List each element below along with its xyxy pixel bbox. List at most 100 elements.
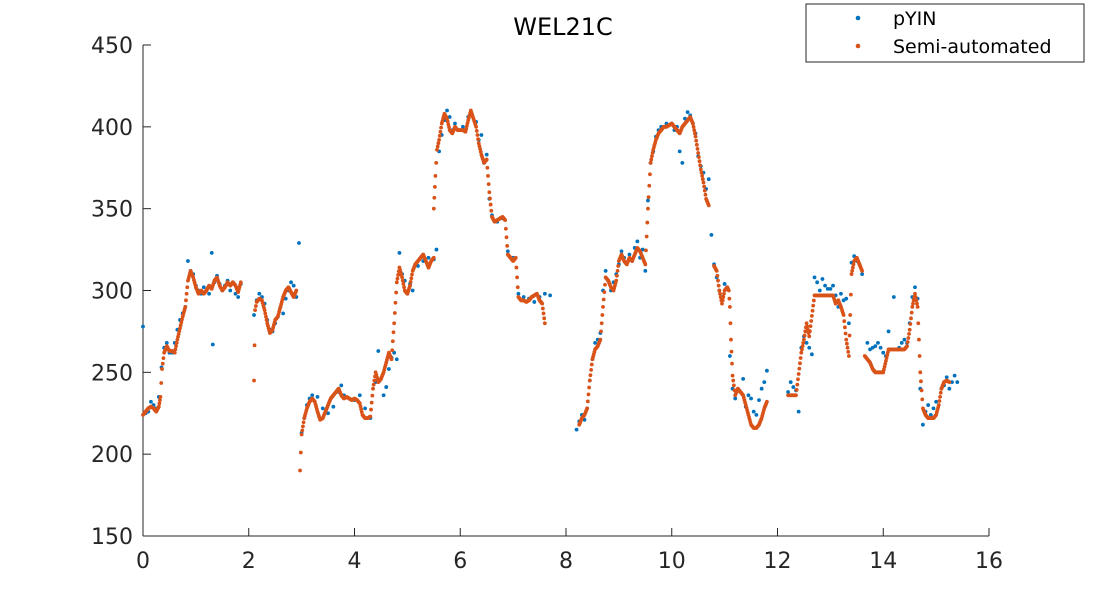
semi-automated-point [799,350,804,355]
pyin-point [521,295,526,299]
semi-automated-point [174,340,179,345]
pyin-point [886,329,891,334]
semi-automated-point [916,321,921,326]
semi-automated-point [648,172,652,177]
semi-automated-point [485,165,490,170]
semi-automated-point [843,325,847,330]
pyin-point [791,385,796,389]
pyin-point [252,313,256,317]
semi-automated-point [851,262,856,267]
semi-automated-point [800,344,805,349]
semi-automated-point [938,390,943,395]
pyin-point [839,291,843,296]
semi-automated-point [486,174,490,178]
semi-automated-point [409,276,414,281]
pyin-point [228,288,233,293]
semi-automated-point [883,358,888,363]
semi-automated-point [729,337,733,342]
semi-automated-point [357,401,362,406]
semi-automated-point [883,361,888,366]
semi-automated-point [947,380,952,385]
pyin-point [646,198,650,203]
semi-automated-point [160,367,164,371]
semi-automated-point [910,304,915,309]
semi-automated-point [369,400,374,405]
semi-automated-point [728,304,732,309]
semi-automated-point [695,147,700,151]
semi-automated-point [438,129,443,134]
semi-automated-point [486,182,491,187]
pyin-point [746,393,751,398]
semi-automated-point [918,370,923,375]
pyin-point [384,385,389,389]
pyin-point [722,282,727,286]
pyin-point [844,296,849,301]
pyin-point [926,403,931,407]
semi-automated-point [802,337,806,342]
semi-automated-point [846,349,851,354]
pyin-point [765,368,769,373]
pyin-point [902,337,907,342]
semi-automated-point [263,311,268,316]
semi-automated-point [184,298,188,303]
pyin-point [331,404,336,409]
semi-automated-point [435,144,440,149]
pyin-point [505,249,510,254]
semi-automated-point [600,313,605,317]
semi-automated-point [646,195,651,200]
semi-automated-point [400,278,405,283]
pyin-point [643,268,648,273]
semi-automated-point [410,272,414,277]
semi-automated-point [717,288,722,293]
pyin-point [516,291,521,296]
semi-automated-point [445,119,450,124]
semi-automated-point [702,184,707,189]
semi-automated-point [392,321,397,326]
legend-marker-pyin [855,15,861,21]
pyin-point [386,367,391,371]
semi-automated-point [503,226,508,231]
semi-automated-point [298,468,302,473]
semi-automated-point [159,381,164,385]
semi-automated-point [598,337,603,342]
semi-automated-point [696,155,701,160]
semi-automated-point [238,280,243,285]
semi-automated-point [649,157,654,162]
semi-automated-point [909,310,914,315]
pyin-point [828,286,833,291]
semi-automated-point [370,393,375,398]
semi-automated-point [714,268,719,273]
semi-automated-point [914,298,919,303]
semi-automated-point [796,372,801,376]
pyin-point [680,160,685,165]
pyin-point [297,241,301,245]
semi-automated-point [905,340,910,344]
semi-automated-point [809,319,814,323]
pyin-point [320,406,325,411]
semi-automated-point [885,350,890,355]
semi-automated-point [599,321,604,326]
semi-automated-point [298,450,303,455]
semi-automated-point [393,300,398,305]
semi-automated-point [848,292,853,297]
pyin-point [315,394,320,399]
semi-automated-point [436,141,441,146]
semi-automated-point [650,154,654,159]
tick-labels: 0 2 4 6 8 10 12 14 16 150 200 250 300 350 400 450 [91,34,1003,574]
semi-automated-point [730,361,734,366]
semi-automated-point [432,195,437,200]
semi-automated-point [540,301,545,306]
x-tick-label: 16 [975,549,1003,574]
pyin-point [809,352,814,357]
semi-automated-point [691,121,695,126]
semi-automated-point [515,275,519,280]
semi-automated-point [185,285,190,290]
pyin-point [381,393,386,398]
semi-automated-point [156,404,161,409]
pyin-point [685,110,690,115]
semi-automated-point [936,403,941,407]
semi-automated-point [699,170,704,175]
pyin-point [186,259,190,263]
pyin-point [891,295,896,299]
pyin-point [484,152,489,157]
